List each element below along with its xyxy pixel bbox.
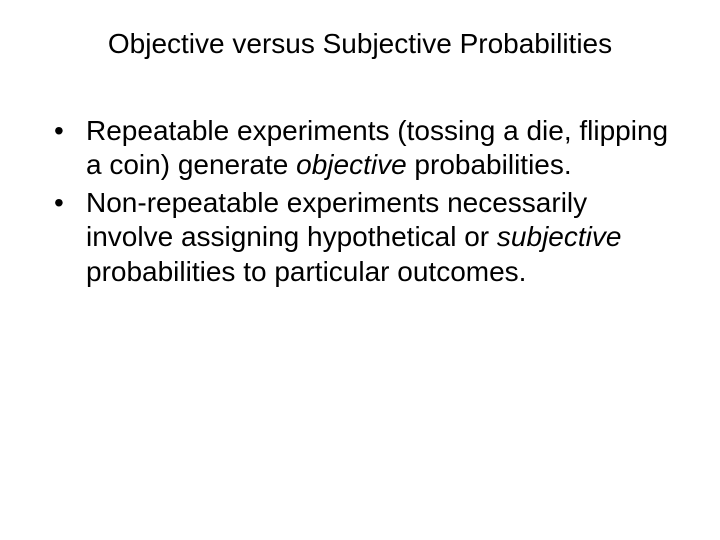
list-item: Non-repeatable experiments necessarily i… bbox=[44, 186, 676, 288]
list-item: Repeatable experiments (tossing a die, f… bbox=[44, 114, 676, 182]
slide-title: Objective versus Subjective Probabilitie… bbox=[44, 28, 676, 60]
bullet-text-em: subjective bbox=[497, 221, 622, 252]
bullet-text-post: probabilities. bbox=[407, 149, 572, 180]
bullet-text-em: objective bbox=[296, 149, 407, 180]
slide-container: Objective versus Subjective Probabilitie… bbox=[0, 0, 720, 540]
bullet-list: Repeatable experiments (tossing a die, f… bbox=[44, 114, 676, 289]
bullet-text-post: probabilities to particular outcomes. bbox=[86, 256, 526, 287]
